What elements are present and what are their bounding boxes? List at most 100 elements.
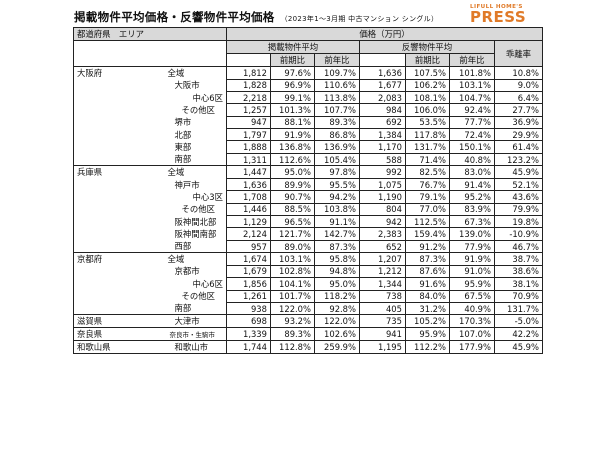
listing-price-cell: 1,339: [225, 327, 271, 342]
listing-price-cell: 2,218: [225, 90, 271, 105]
area-cell: 堺市: [117, 116, 227, 129]
area-cell: 中心6区: [117, 277, 227, 291]
logo-main-text: PRESS: [470, 8, 527, 26]
listing-qoq-cell: 91.9%: [269, 128, 315, 142]
divergence-cell: 131.7%: [493, 301, 543, 316]
divergence-cell: 19.8%: [493, 214, 543, 229]
listing-qoq-cell: 102.8%: [269, 264, 315, 279]
listing-qoq-cell: 88.1%: [269, 115, 315, 130]
response-qoq-cell: 105.2%: [404, 314, 450, 329]
table-row: 東部 1,888 136.8% 136.9% 1,170 131.7% 150.1% 61.4…: [73, 140, 543, 154]
divergence-cell: 123.2%: [493, 152, 543, 167]
response-qoq-cell: 76.7%: [404, 177, 450, 192]
response-qoq-cell: 53.5%: [404, 115, 450, 130]
response-qoq-cell: 131.7%: [404, 140, 450, 154]
table-row: 西部 957 89.0% 87.3% 652 91.2% 77.9% 46.7%: [73, 239, 543, 254]
response-price-cell: 1,384: [358, 128, 406, 142]
table-row: その他区 1,261 101.7% 118.2% 738 84.0% 67.5% 70.9%: [73, 289, 543, 303]
response-price-cell: 405: [358, 301, 406, 316]
listing-qoq-cell: 89.3%: [269, 327, 315, 342]
table-row: 北部 1,797 91.9% 86.8% 1,384 117.8% 72.4% 29.9%: [73, 128, 543, 142]
listing-qoq-cell: 103.1%: [269, 252, 315, 266]
area-cell: 大津市: [117, 314, 227, 329]
area-cell: 阪神間北部: [117, 215, 227, 228]
divergence-cell: 46.7%: [493, 239, 543, 254]
divergence-cell: 70.9%: [493, 289, 543, 303]
response-qoq-cell: 107.5%: [404, 66, 450, 80]
divergence-cell: 38.7%: [493, 252, 543, 266]
response-price-cell: 942: [358, 214, 406, 229]
response-yoy-cell: 104.7%: [448, 90, 495, 105]
table-row: 南部 1,311 112.6% 105.4% 588 71.4% 40.8% 123.2%: [73, 152, 543, 167]
listing-yoy-cell: 95.8%: [313, 252, 360, 266]
table-row: 神戸市 1,636 89.9% 95.5% 1,075 76.7% 91.4% 52.1%: [73, 177, 543, 192]
table-row: その他区 1,446 88.5% 103.8% 804 77.0% 83.9% 79.9%: [73, 202, 543, 217]
response-yoy-cell: 91.4%: [448, 177, 495, 192]
header-listing-yoy: 前年比: [313, 53, 360, 67]
area-cell: その他区: [117, 103, 227, 117]
response-qoq-cell: 87.3%: [404, 252, 450, 266]
area-cell: 東部: [117, 140, 227, 154]
response-price-cell: 652: [358, 239, 406, 254]
divergence-cell: 29.9%: [493, 128, 543, 142]
logo-top-text: LIFULL HOME'S: [470, 4, 523, 10]
listing-qoq-cell: 97.6%: [269, 66, 315, 80]
response-yoy-cell: 77.7%: [448, 115, 495, 130]
area-cell: 和歌山市: [117, 340, 227, 355]
table-row: 和歌山県 和歌山市 1,744 112.8% 259.9% 1,195 112.2% 177.…: [73, 340, 543, 355]
price-table-wrapper: 都道府県 エリア 価格（万円） 掲載物件平均 反響物件平均 乖離率 前期比 前年…: [73, 27, 543, 355]
response-price-cell: 735: [358, 314, 406, 329]
table-body: 大阪府 全域 1,812 97.6% 109.7% 1,636 107.5% 101.8% 10…: [73, 66, 543, 355]
header-price: 価格（万円）: [225, 27, 543, 41]
table-row: 大阪府 全域 1,812 97.6% 109.7% 1,636 107.5% 101.8% 10…: [73, 66, 543, 80]
table-row: 南部 938 122.0% 92.8% 405 31.2% 40.9% 131.7%: [73, 301, 543, 316]
response-qoq-cell: 77.0%: [404, 202, 450, 217]
response-qoq-cell: 95.9%: [404, 327, 450, 342]
response-qoq-cell: 159.4%: [404, 227, 450, 241]
prefecture-cell: 滋賀県: [73, 314, 118, 329]
response-price-cell: 1,190: [358, 190, 406, 204]
listing-price-cell: 1,679: [225, 264, 271, 279]
table-row: 堺市 947 88.1% 89.3% 692 53.5% 77.7% 36.9%: [73, 115, 543, 130]
listing-price-cell: 957: [225, 239, 271, 254]
prefecture-cell: [73, 103, 118, 117]
listing-qoq-cell: 96.5%: [269, 214, 315, 229]
prefecture-cell: [73, 302, 118, 316]
header-response-yoy: 前年比: [448, 53, 495, 67]
listing-price-cell: 1,744: [225, 340, 271, 355]
divergence-cell: -5.0%: [493, 314, 543, 329]
table-row: 京都市 1,679 102.8% 94.8% 1,212 87.6% 91.0% 38.6%: [73, 264, 543, 279]
response-yoy-cell: 103.1%: [448, 78, 495, 92]
divergence-cell: 43.6%: [493, 190, 543, 204]
listing-qoq-cell: 89.9%: [269, 177, 315, 192]
prefecture-cell: [73, 240, 118, 254]
listing-qoq-cell: 101.3%: [269, 103, 315, 117]
response-price-cell: 1,636: [358, 66, 406, 80]
lifull-homes-press-logo: LIFULL HOME'S PRESS: [470, 4, 532, 25]
listing-price-cell: 1,797: [225, 128, 271, 142]
table-row: その他区 1,257 101.3% 107.7% 984 106.0% 92.4% 27.7%: [73, 103, 543, 117]
response-yoy-cell: 67.3%: [448, 214, 495, 229]
response-price-cell: 1,344: [358, 277, 406, 291]
prefecture-cell: 和歌山県: [73, 340, 118, 355]
header-blank: [73, 40, 227, 67]
area-cell: その他区: [117, 203, 227, 216]
divergence-cell: 52.1%: [493, 177, 543, 192]
listing-price-cell: 1,636: [225, 177, 271, 192]
response-yoy-cell: 40.9%: [448, 301, 495, 316]
listing-price-cell: 1,446: [225, 202, 271, 217]
divergence-cell: 9.0%: [493, 78, 543, 92]
divergence-cell: 27.7%: [493, 103, 543, 117]
listing-yoy-cell: 113.8%: [313, 90, 360, 105]
divergence-cell: 42.2%: [493, 327, 543, 342]
listing-qoq-cell: 99.1%: [269, 90, 315, 105]
listing-yoy-cell: 118.2%: [313, 289, 360, 303]
area-cell: 全域: [117, 252, 227, 266]
listing-price-cell: 1,447: [225, 165, 271, 179]
header-row-2: 掲載物件平均 反響物件平均 乖離率: [73, 40, 543, 67]
divergence-cell: -10.9%: [493, 227, 543, 241]
listing-yoy-cell: 89.3%: [313, 115, 360, 130]
response-qoq-cell: 79.1%: [404, 190, 450, 204]
listing-yoy-cell: 136.9%: [313, 140, 360, 154]
response-yoy-cell: 67.5%: [448, 289, 495, 303]
